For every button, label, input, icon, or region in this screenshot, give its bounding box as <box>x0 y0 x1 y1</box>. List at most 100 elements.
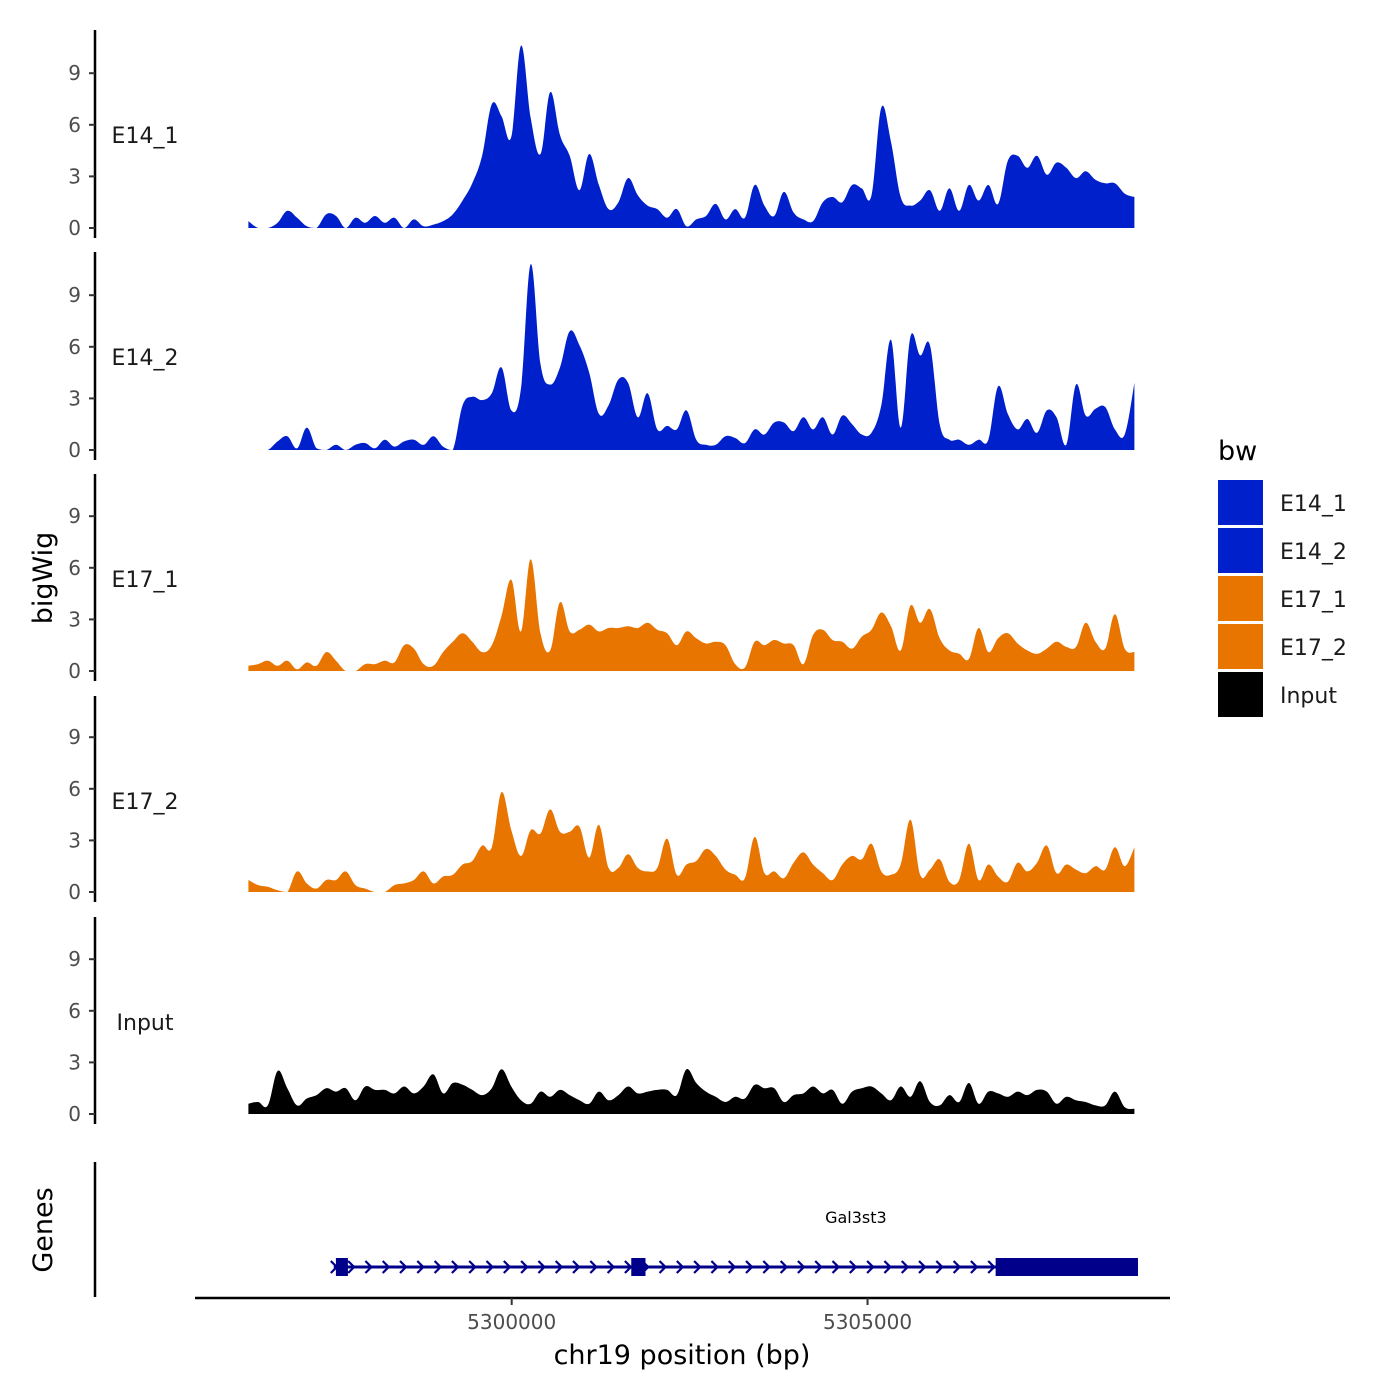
exon <box>995 1258 1138 1276</box>
track-input: 0 3 6 9 Input <box>68 917 1135 1126</box>
strand-arrow <box>676 1260 685 1274</box>
track-e14-1: 0 3 6 9 E14_1 <box>68 30 1135 240</box>
track-e17-1: 0 3 6 9 E17_1 <box>68 474 1135 683</box>
y-tick-label: 6 <box>68 335 81 359</box>
y-tick-label: 6 <box>68 999 81 1023</box>
signal-area-e14-1 <box>248 45 1135 228</box>
strand-arrow <box>606 1260 616 1274</box>
strand-arrow <box>762 1260 771 1274</box>
x-axis: 5300000 5305000 <box>195 1296 1170 1334</box>
strand-arrow <box>658 1260 668 1274</box>
y-tick-label: 9 <box>68 947 81 971</box>
strand-arrow <box>416 1260 425 1274</box>
track-label: E14_1 <box>112 124 179 149</box>
strand-arrow <box>347 1260 356 1274</box>
y-tick-label: 9 <box>68 283 81 307</box>
y-tick-label: 0 <box>68 1102 81 1126</box>
y-tick-label: 3 <box>68 607 81 631</box>
strand-arrow <box>970 1260 979 1274</box>
strand-arrow <box>381 1260 391 1274</box>
strand-arrow <box>433 1260 443 1274</box>
y-axis-title: bigWig <box>28 532 59 625</box>
signal-area-e17-1 <box>248 559 1135 671</box>
strand-arrow <box>831 1260 841 1274</box>
legend-label: E14_2 <box>1280 540 1347 565</box>
legend: bw E14_1 E14_2 E17_1 E17_2 Input <box>1218 436 1347 717</box>
strand-arrow <box>693 1260 702 1274</box>
y-tick-label: 6 <box>68 556 81 580</box>
gene-model: Gal3st3 <box>330 1208 1138 1276</box>
strand-arrow <box>399 1260 408 1274</box>
track-label: Input <box>117 1011 174 1036</box>
y-tick-label: 3 <box>68 386 81 410</box>
legend-swatch <box>1218 624 1263 669</box>
legend-label: E17_1 <box>1280 588 1347 613</box>
signal-area-input <box>248 1069 1135 1114</box>
strand-arrow <box>814 1260 823 1274</box>
y-tick-label: 0 <box>68 880 81 904</box>
y-tick-label: 0 <box>68 659 81 683</box>
strand-arrow <box>624 1260 633 1274</box>
strand-arrow <box>727 1260 737 1274</box>
y-tick-label: 3 <box>68 164 81 188</box>
legend-item: E14_1 <box>1218 480 1347 525</box>
legend-item: E14_2 <box>1218 528 1347 573</box>
legend-label: E17_2 <box>1280 636 1347 661</box>
signal-area-e17-2 <box>248 791 1135 892</box>
legend-label: Input <box>1280 684 1337 709</box>
gene-name: Gal3st3 <box>825 1208 887 1227</box>
strand-arrow <box>987 1260 996 1274</box>
legend-item: E17_1 <box>1218 576 1347 621</box>
legend-item: Input <box>1218 672 1337 717</box>
strand-arrow <box>866 1260 875 1274</box>
legend-swatch <box>1218 480 1263 525</box>
y-tick-label: 3 <box>68 1050 81 1074</box>
strand-arrow <box>779 1260 789 1274</box>
y-tick-label: 0 <box>68 438 81 462</box>
y-tick-label: 0 <box>68 216 81 240</box>
track-e14-2: 0 3 6 9 E14_2 <box>68 252 1135 462</box>
strand-arrow <box>520 1260 529 1274</box>
legend-swatch <box>1218 576 1263 621</box>
y-tick-label: 9 <box>68 504 81 528</box>
strand-arrow <box>918 1260 927 1274</box>
exon <box>335 1258 348 1276</box>
strand-arrow <box>451 1260 460 1274</box>
strand-arrow <box>364 1260 373 1274</box>
legend-title: bw <box>1218 436 1257 467</box>
legend-label: E14_1 <box>1280 492 1347 517</box>
strand-arrow <box>537 1260 546 1274</box>
legend-swatch <box>1218 672 1263 717</box>
y-tick-label: 9 <box>68 61 81 85</box>
legend-item: E17_2 <box>1218 624 1347 669</box>
track-label: E17_1 <box>112 568 179 593</box>
strand-arrow <box>935 1260 944 1274</box>
x-tick-label: 5300000 <box>467 1310 556 1334</box>
strand-arrow <box>503 1260 512 1274</box>
strand-arrow <box>797 1260 806 1274</box>
x-tick-label: 5305000 <box>823 1310 912 1334</box>
strand-arrow <box>554 1260 564 1274</box>
legend-swatch <box>1218 528 1263 573</box>
track-label: E14_2 <box>112 346 179 371</box>
strand-arrow <box>900 1260 910 1274</box>
genes-track: Genes Gal3st3 <box>28 1162 1138 1297</box>
y-tick-label: 6 <box>68 777 81 801</box>
y-tick-label: 6 <box>68 113 81 137</box>
strand-arrow <box>468 1260 477 1274</box>
track-e17-2: 0 3 6 9 E17_2 <box>68 696 1135 904</box>
strand-arrow <box>883 1260 892 1274</box>
strand-arrow <box>589 1260 598 1274</box>
strand-arrow <box>952 1260 962 1274</box>
bigwig-tracks: 0 3 6 9 E14_1 0 3 6 9 E14_2 0 3 6 9 E17_1 0 3 6 9 E17_2 0 3 6 9… <box>68 30 1135 1126</box>
genes-track-label: Genes <box>28 1187 59 1272</box>
track-label: E17_2 <box>112 790 179 815</box>
y-tick-label: 9 <box>68 725 81 749</box>
exon <box>631 1258 646 1276</box>
strand-arrow <box>745 1260 754 1274</box>
strand-arrow <box>572 1260 581 1274</box>
y-tick-label: 3 <box>68 828 81 852</box>
x-axis-title: chr19 position (bp) <box>554 1340 811 1371</box>
